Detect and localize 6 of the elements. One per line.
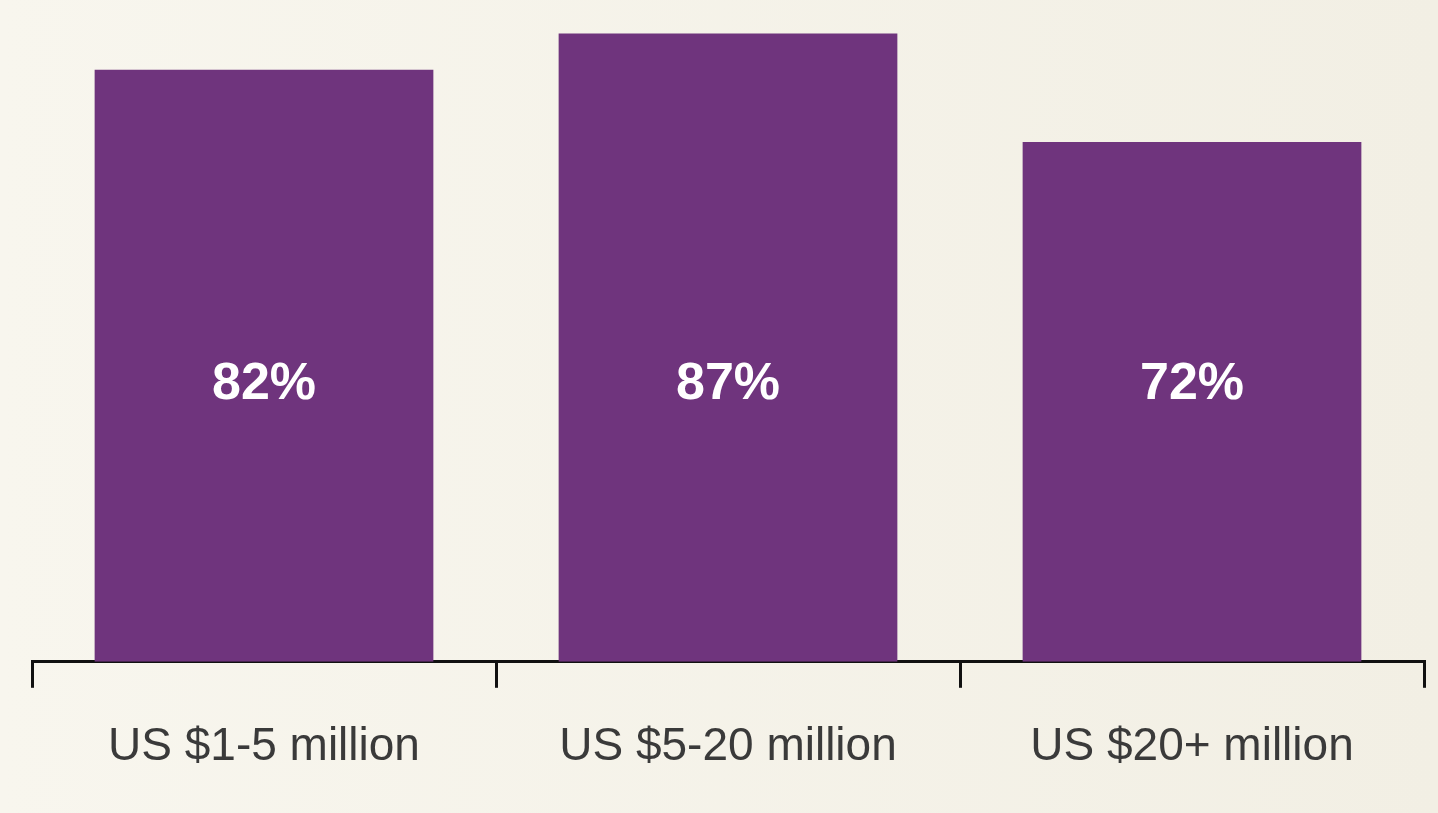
data-label: 87% [675, 352, 781, 411]
data-label: 72% [1139, 352, 1245, 411]
data-label: 82% [211, 352, 317, 411]
x-tick-label: US $20+ million [1030, 718, 1354, 771]
x-tick-label: US $5-20 million [559, 718, 897, 771]
x-tick-label: US $1-5 million [108, 718, 420, 771]
